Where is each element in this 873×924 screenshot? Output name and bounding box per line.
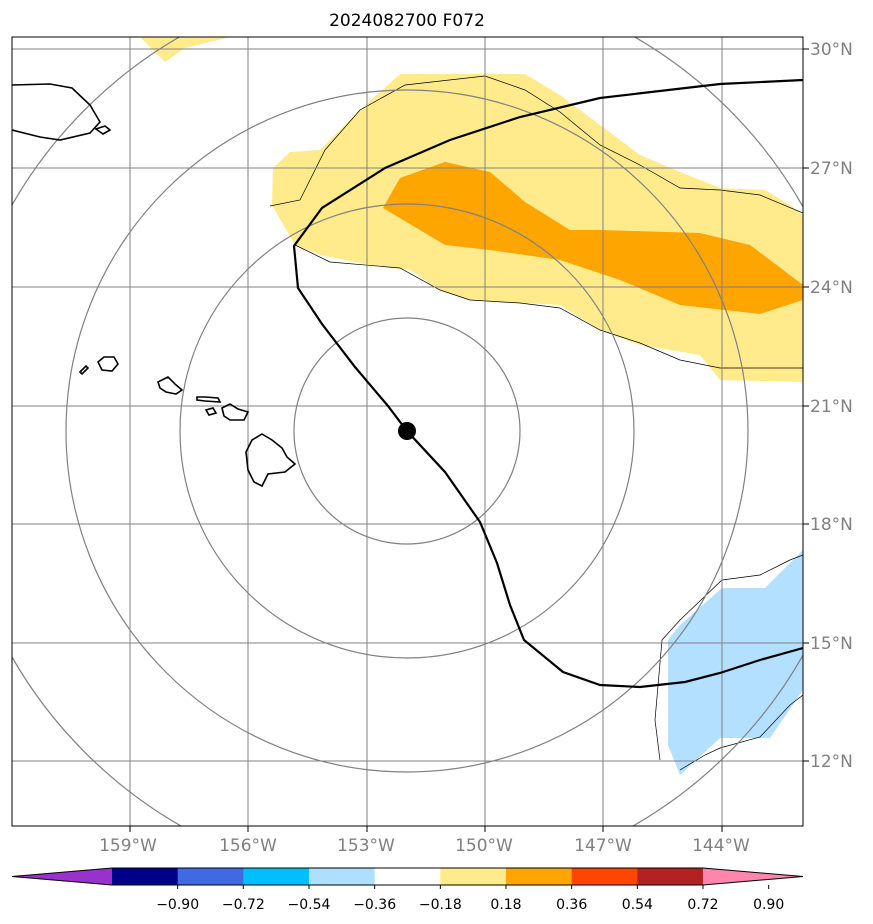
colorbar-tick-label: −0.36 [353, 897, 396, 913]
colorbar-extend-low [12, 868, 112, 885]
colorbar: −0.90 −0.72 −0.54 −0.36 −0.18 0.18 0.36 0.54 0.7… [11, 867, 804, 913]
colorbar-tick-label: −0.54 [288, 897, 331, 913]
colorbar-tick-label: −0.72 [222, 897, 265, 913]
positive-anomaly-medium-fill [383, 162, 803, 314]
colorbar-outline [11, 867, 804, 886]
map-title: 2024082700 F072 [329, 11, 485, 31]
lon-label-150w: 150°W [455, 836, 513, 856]
island-hawaii [245, 433, 297, 488]
lon-label-153w: 153°W [337, 836, 395, 856]
range-ring-1 [293, 317, 521, 545]
lon-label-159w: 159°W [99, 836, 157, 856]
lat-label-30n: 30°N [810, 40, 853, 60]
colorbar-extend-high [703, 868, 803, 885]
thin-contour-south [294, 244, 803, 369]
lon-label-156w: 156°W [219, 836, 277, 856]
map-area [12, 37, 803, 826]
lat-label-15n: 15°N [810, 634, 853, 654]
graticule [12, 37, 803, 826]
coastlines [12, 83, 297, 488]
lon-label-147w: 147°W [574, 836, 632, 856]
colorbar-segment [309, 868, 376, 885]
colorbar-segment [440, 868, 507, 885]
coast-small-island-nw [94, 125, 112, 135]
colorbar-segment [177, 868, 244, 885]
range-rings [12, 37, 803, 826]
colorbar-tick-label: 0.18 [490, 897, 521, 913]
storm-center-marker [398, 422, 416, 440]
range-ring-2 [179, 203, 635, 659]
range-ring-3 [65, 89, 749, 773]
colorbar-segment [243, 868, 310, 885]
colorbar-tick-label: −0.90 [156, 897, 199, 913]
map-frame [11, 36, 804, 827]
island-maui [221, 403, 250, 421]
lon-label-144w: 144°W [692, 836, 750, 856]
island-kauai [97, 356, 119, 372]
island-oahu [157, 376, 184, 395]
negative-anomaly-light-fill [668, 550, 803, 775]
island-niihau [78, 364, 90, 376]
colorbar-segment [112, 868, 179, 885]
colorbar-tick-label: 0.54 [622, 897, 653, 913]
colorbar-segment [374, 868, 441, 885]
colorbar-segment [506, 868, 573, 885]
axis-ticks [129, 48, 809, 832]
colorbar-segment [571, 868, 638, 885]
latitude-labels: 30°N 27°N 24°N 21°N 18°N 15°N 12°N [810, 40, 853, 772]
colorbar-tick-label: 0.72 [687, 897, 718, 913]
lat-label-21n: 21°N [810, 397, 853, 417]
lat-label-24n: 24°N [810, 278, 853, 298]
island-lanai [204, 407, 218, 416]
lat-label-27n: 27°N [810, 159, 853, 179]
island-molokai [196, 396, 222, 403]
coast-northwest [12, 83, 101, 141]
colorbar-tick-label: −0.18 [419, 897, 462, 913]
colorbar-tick-label: 0.90 [753, 897, 784, 913]
lat-label-12n: 12°N [810, 752, 853, 772]
colorbar-tick-label: 0.36 [556, 897, 587, 913]
thin-contour-southeast [654, 554, 803, 771]
thin-contour-north [269, 75, 803, 214]
lat-label-18n: 18°N [810, 515, 853, 535]
colorbar-segment [637, 868, 704, 885]
longitude-labels: 159°W 156°W 153°W 150°W 147°W 144°W [99, 836, 750, 856]
